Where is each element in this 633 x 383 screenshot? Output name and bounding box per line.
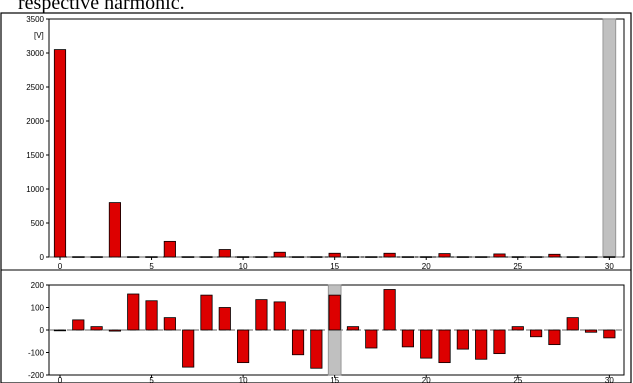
top-bar-16 <box>346 256 360 258</box>
bottom-bar-21 <box>438 329 451 364</box>
bottom-xtick-label: 25 <box>513 376 522 383</box>
bottom-bar-14 <box>310 329 323 369</box>
top-bar-29 <box>584 256 598 258</box>
bottom-bar-10 <box>237 329 250 364</box>
bottom-bar-2 <box>90 326 103 331</box>
top-ytick-label: 1000 <box>26 185 44 194</box>
bottom-bar-0 <box>53 329 67 332</box>
top-ytick-label: 1500 <box>26 151 44 160</box>
bottom-bar-15 <box>328 294 341 331</box>
top-bar-7 <box>182 256 195 258</box>
top-ytick-label: 3000 <box>26 49 44 58</box>
top-bar-8 <box>200 256 213 258</box>
bottom-bar-26 <box>530 329 543 338</box>
bottom-ytick-label: -200 <box>28 371 45 380</box>
bottom-ytick-label: 100 <box>31 304 45 313</box>
top-bar-12 <box>273 251 286 258</box>
top-ytick-label: 3500 <box>26 15 44 24</box>
bottom-ytick-label: -100 <box>28 349 45 358</box>
top-bar-22 <box>456 256 469 258</box>
top-ytick-label: 2000 <box>26 117 44 126</box>
bottom-bar-4 <box>127 293 140 331</box>
bottom-xtick-label: 20 <box>422 376 431 383</box>
top-bar-28 <box>566 256 579 258</box>
top-ytick-label: 500 <box>31 219 45 228</box>
bottom-xtick-label: 10 <box>239 376 248 383</box>
top-bar-9 <box>218 249 231 258</box>
bottom-bar-9 <box>218 307 231 331</box>
bottom-ytick-label: 200 <box>31 281 45 290</box>
top-cursor-marker[interactable] <box>602 18 617 258</box>
top-ytick-label: 0 <box>40 253 45 262</box>
top-xtick-label: 10 <box>239 262 248 271</box>
top-bar-6 <box>163 240 176 258</box>
top-plot-area <box>48 18 625 258</box>
top-bar-13 <box>291 256 305 258</box>
bottom-xtick-label: 5 <box>149 376 154 383</box>
bottom-bar-19 <box>401 329 414 348</box>
bottom-bar-20 <box>420 329 433 359</box>
bottom-bar-8 <box>200 294 213 331</box>
top-xtick-label: 20 <box>422 262 431 271</box>
bottom-bar-5 <box>145 300 158 331</box>
top-xtick-label: 30 <box>605 262 614 271</box>
top-bar-4 <box>127 256 140 258</box>
top-bar-24 <box>493 253 506 258</box>
bottom-xtick-label: 30 <box>605 376 614 383</box>
top-bar-1 <box>72 256 85 258</box>
top-unit-label: [V] <box>34 31 44 40</box>
bottom-bar-29 <box>584 329 598 333</box>
top-bar-23 <box>475 256 488 258</box>
top-bar-21 <box>438 253 451 258</box>
caption: respective harmonic. <box>18 0 185 14</box>
bottom-bar-13 <box>291 329 305 356</box>
bottom-bar-7 <box>182 329 195 368</box>
top-ytick-label: 2500 <box>26 83 44 92</box>
top-bar-26 <box>530 256 543 258</box>
bottom-bar-23 <box>475 329 488 360</box>
bottom-bar-16 <box>346 326 360 331</box>
bottom-bar-12 <box>273 301 286 331</box>
bottom-bar-27 <box>548 329 561 346</box>
top-bar-3 <box>108 202 122 258</box>
bottom-xtick-label: 0 <box>58 376 63 383</box>
top-bar-27 <box>548 253 561 258</box>
bottom-bar-18 <box>383 289 396 331</box>
bottom-bar-24 <box>493 329 506 355</box>
top-bar-17 <box>365 256 378 258</box>
top-bar-2 <box>90 256 103 258</box>
bottom-bar-17 <box>365 329 378 349</box>
top-xtick-label: 25 <box>513 262 522 271</box>
top-bar-18 <box>383 252 396 258</box>
bottom-ytick-label: 0 <box>40 326 45 335</box>
bottom-bar-28 <box>566 317 579 331</box>
bottom-bar-22 <box>456 329 469 350</box>
top-xtick-label: 5 <box>149 262 154 271</box>
top-bar-11 <box>255 256 268 258</box>
bottom-bar-1 <box>72 319 85 331</box>
bottom-xtick-label: 15 <box>330 376 339 383</box>
bottom-bar-30 <box>603 329 616 339</box>
top-bar-15 <box>328 252 341 258</box>
bottom-bar-25 <box>511 326 524 331</box>
bottom-bar-11 <box>255 299 268 331</box>
bottom-bar-6 <box>163 317 176 331</box>
top-xtick-label: 15 <box>330 262 339 271</box>
top-bar-19 <box>401 256 414 258</box>
top-bar-14 <box>310 256 323 258</box>
top-xtick-label: 0 <box>58 262 63 271</box>
top-bar-0 <box>53 49 67 258</box>
bottom-bar-3 <box>108 329 122 332</box>
